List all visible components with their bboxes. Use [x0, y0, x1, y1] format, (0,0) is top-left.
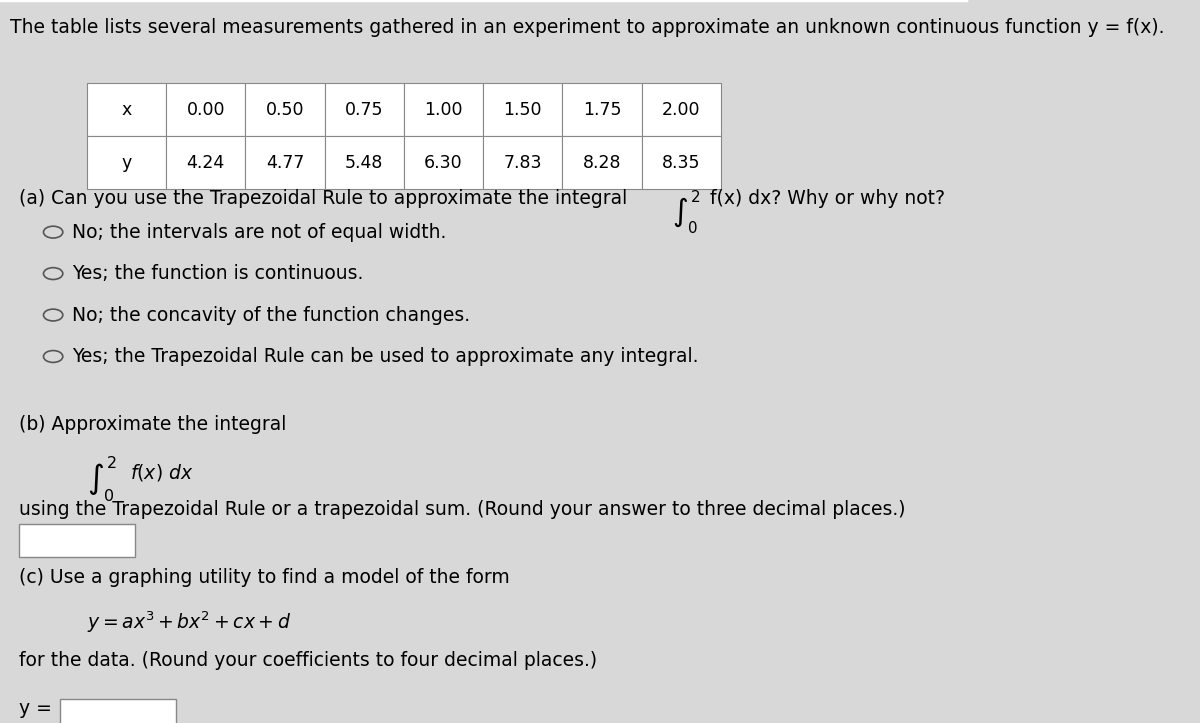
Text: 8.35: 8.35	[662, 154, 701, 172]
Text: $\int_{0}^{2}$: $\int_{0}^{2}$	[672, 188, 701, 236]
Bar	[86, 83, 166, 136]
Text: 2.00: 2.00	[662, 100, 701, 119]
Bar	[166, 83, 246, 136]
Text: (c) Use a graphing utility to find a model of the form: (c) Use a graphing utility to find a mod…	[19, 568, 510, 588]
Bar	[325, 83, 404, 136]
Bar	[60, 698, 176, 723]
Text: $f(x)\ dx$: $f(x)\ dx$	[131, 462, 194, 483]
Text: 6.30: 6.30	[424, 154, 463, 172]
Text: for the data. (Round your coefficients to four decimal places.): for the data. (Round your coefficients t…	[19, 651, 598, 670]
Bar	[563, 83, 642, 136]
Bar	[642, 136, 721, 189]
Text: 4.24: 4.24	[187, 154, 224, 172]
Text: (b) Approximate the integral: (b) Approximate the integral	[19, 414, 287, 434]
Text: $y = ax^3 + bx^2 + cx + d$: $y = ax^3 + bx^2 + cx + d$	[86, 610, 292, 636]
Text: 7.83: 7.83	[504, 154, 542, 172]
Text: 0.00: 0.00	[186, 100, 226, 119]
Text: 0.50: 0.50	[265, 100, 305, 119]
Bar	[563, 136, 642, 189]
Text: 1.50: 1.50	[504, 100, 542, 119]
Bar	[19, 524, 136, 557]
Bar	[642, 83, 721, 136]
Text: 0.75: 0.75	[346, 100, 384, 119]
Bar	[325, 136, 404, 189]
Bar	[404, 136, 484, 189]
Text: Yes; the function is continuous.: Yes; the function is continuous.	[72, 264, 364, 283]
Bar	[484, 83, 563, 136]
Text: 8.28: 8.28	[583, 154, 622, 172]
Bar	[484, 136, 563, 189]
Text: No; the intervals are not of equal width.: No; the intervals are not of equal width…	[72, 223, 446, 241]
Text: $\int_{0}^{2}$: $\int_{0}^{2}$	[86, 456, 118, 504]
Text: y: y	[121, 154, 132, 172]
Bar	[166, 136, 246, 189]
Text: 4.77: 4.77	[266, 154, 305, 172]
Text: The table lists several measurements gathered in an experiment to approximate an: The table lists several measurements gat…	[10, 18, 1164, 37]
Bar	[404, 83, 484, 136]
Text: 1.75: 1.75	[583, 100, 622, 119]
Bar	[246, 83, 325, 136]
Text: using the Trapezoidal Rule or a trapezoidal sum. (Round your answer to three dec: using the Trapezoidal Rule or a trapezoi…	[19, 500, 906, 519]
Bar	[86, 136, 166, 189]
Text: No; the concavity of the function changes.: No; the concavity of the function change…	[72, 306, 470, 325]
Bar	[246, 136, 325, 189]
Text: (a) Can you use the Trapezoidal Rule to approximate the integral: (a) Can you use the Trapezoidal Rule to …	[19, 189, 628, 208]
Text: Yes; the Trapezoidal Rule can be used to approximate any integral.: Yes; the Trapezoidal Rule can be used to…	[72, 347, 698, 366]
Text: f(x) dx? Why or why not?: f(x) dx? Why or why not?	[710, 189, 946, 208]
Text: 5.48: 5.48	[346, 154, 384, 172]
Text: x: x	[121, 100, 132, 119]
Text: 1.00: 1.00	[425, 100, 463, 119]
Text: y =: y =	[19, 698, 52, 718]
